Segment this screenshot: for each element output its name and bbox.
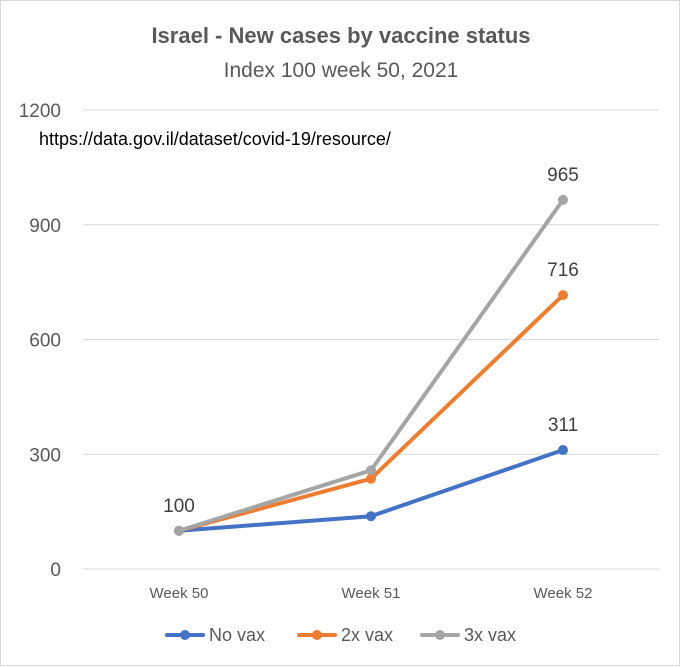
- legend-label: No vax: [209, 625, 265, 645]
- legend-item: No vax: [165, 625, 265, 645]
- data-label: 100: [163, 496, 195, 517]
- data-point: [366, 511, 376, 522]
- legend-label: 2x vax: [341, 625, 393, 645]
- series-2x-vax: [174, 290, 568, 536]
- x-tick-label: Week 52: [534, 585, 593, 602]
- series-line: [177, 293, 565, 533]
- data-label: 716: [547, 260, 579, 281]
- y-tick-label: 0: [50, 560, 61, 581]
- y-tick-label: 1200: [19, 101, 61, 122]
- legend-swatch-marker: [435, 630, 445, 640]
- legend-item: 3x vax: [420, 625, 516, 645]
- data-point: [366, 465, 376, 476]
- data-point: [558, 445, 568, 456]
- chart-title: Israel - New cases by vaccine status: [151, 23, 530, 48]
- legend-label: 3x vax: [464, 625, 516, 645]
- legend-swatch-marker: [180, 630, 190, 640]
- data-label: 965: [547, 165, 579, 186]
- source-annotation: https://data.gov.il/dataset/covid-19/res…: [39, 129, 391, 149]
- x-tick-label: Week 51: [342, 585, 401, 602]
- data-point: [174, 525, 184, 536]
- data-point: [366, 473, 376, 484]
- y-tick-label: 600: [29, 331, 61, 352]
- y-tick-label: 300: [29, 445, 61, 466]
- y-tick-label: 900: [29, 216, 61, 237]
- x-tick-label: Week 50: [150, 585, 209, 602]
- legend-item: 2x vax: [297, 625, 393, 645]
- data-label: 311: [548, 415, 578, 436]
- data-point: [558, 194, 568, 205]
- data-point: [558, 290, 568, 301]
- legend-swatch-marker: [312, 630, 322, 640]
- chart-subtitle: Index 100 week 50, 2021: [224, 59, 459, 82]
- series-3x-vax: [174, 194, 568, 536]
- series-no-vax: [174, 445, 568, 536]
